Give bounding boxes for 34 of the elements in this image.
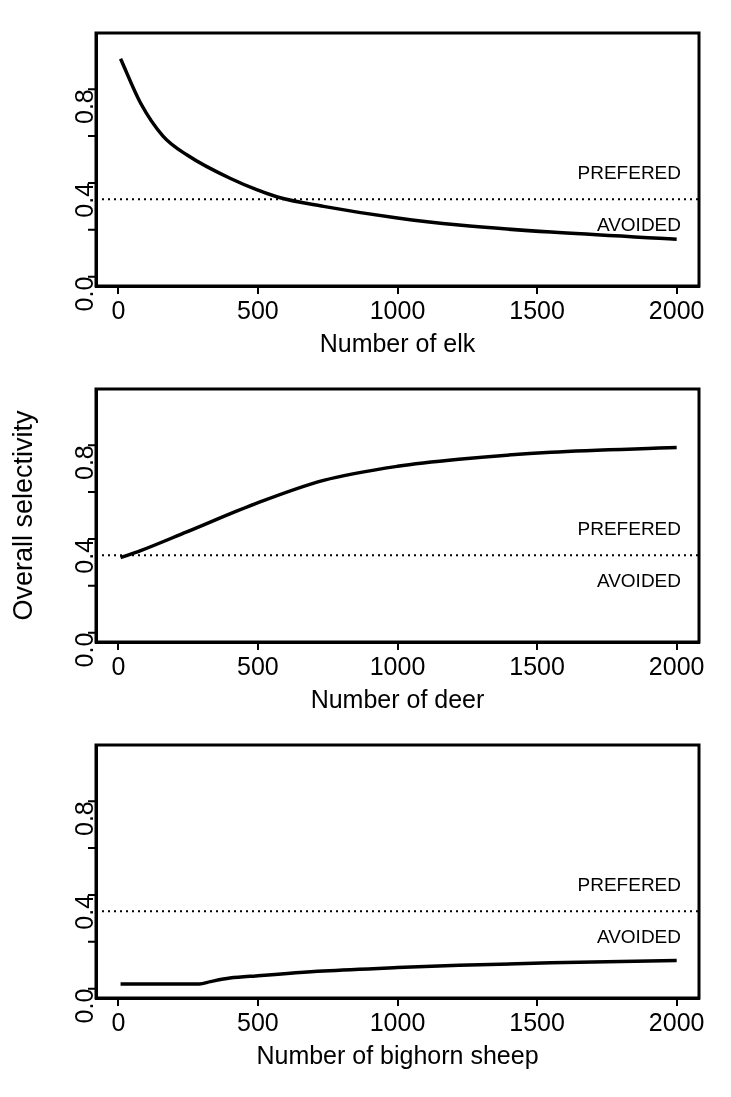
x-tick-label: 0 [111, 1007, 126, 1036]
annotation: AVOIDED [596, 569, 681, 591]
x-tick-label: 2000 [648, 651, 705, 680]
x-tick-label: 500 [237, 295, 279, 324]
annotation: PREFERED [577, 873, 681, 895]
y-tick-label: 0.4 [69, 894, 98, 930]
x-tick-label: 1000 [369, 1007, 426, 1036]
annotation: PREFERED [577, 161, 681, 183]
x-tick-label: 0 [111, 295, 126, 324]
x-tick-label: 500 [237, 1007, 279, 1036]
y-tick-label: 0.0 [69, 276, 98, 312]
y-tick-label: 0.4 [69, 182, 98, 218]
annotation: AVOIDED [596, 925, 681, 947]
annotation: AVOIDED [596, 213, 681, 235]
x-tick-label: 1500 [509, 651, 565, 680]
y-tick-label: 0.8 [69, 801, 98, 836]
x-tick-label: 500 [237, 651, 279, 680]
x-axis-title: Number of deer [310, 684, 485, 713]
x-tick-label: 1000 [369, 651, 426, 680]
y-axis-title: Overall selectivity [7, 409, 38, 621]
y-tick-label: 0.0 [69, 632, 98, 668]
x-tick-label: 1500 [509, 295, 565, 324]
y-tick-label: 0.8 [69, 89, 98, 124]
x-tick-label: 1500 [509, 1007, 565, 1036]
y-tick-label: 0.4 [69, 538, 98, 574]
y-tick-label: 0.8 [69, 445, 98, 480]
x-tick-label: 1000 [369, 295, 426, 324]
x-axis-title: Number of elk [319, 328, 476, 357]
x-axis-title: Number of bighorn sheep [256, 1040, 539, 1069]
y-tick-label: 0.0 [69, 988, 98, 1024]
x-tick-label: 0 [111, 651, 126, 680]
annotation: PREFERED [577, 517, 681, 539]
x-tick-label: 2000 [648, 295, 705, 324]
x-tick-label: 2000 [648, 1007, 705, 1036]
